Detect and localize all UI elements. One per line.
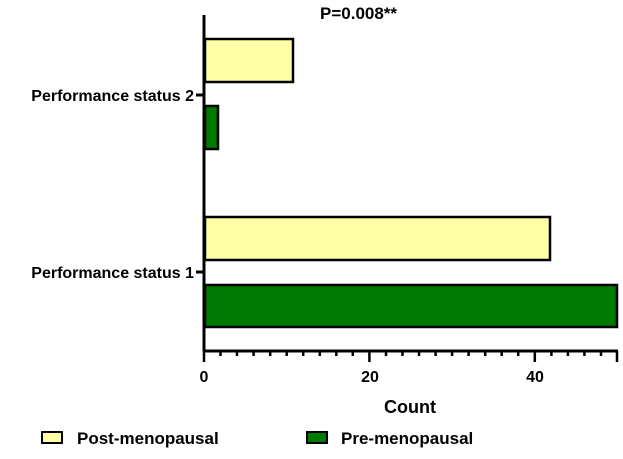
bar-post-ps2 [203, 37, 295, 84]
p-value-annotation: P=0.008** [320, 4, 397, 23]
legend-label-post: Post-menopausal [77, 429, 219, 448]
x-tick-label-20: 20 [361, 369, 379, 386]
bar-post-ps1 [203, 215, 552, 262]
y-label-ps1: Performance status 1 [31, 265, 194, 282]
legend-swatch-pre [306, 431, 328, 444]
x-axis-title: Count [384, 397, 436, 417]
bars [203, 37, 619, 329]
bar-pre-ps2 [203, 104, 220, 151]
bar-pre-ps1 [203, 283, 619, 329]
x-tick-label-0: 0 [200, 369, 209, 386]
legend: Post-menopausal Pre-menopausal [41, 429, 473, 448]
legend-swatch-post [41, 431, 63, 444]
legend-label-pre: Pre-menopausal [341, 429, 473, 448]
x-ticks [202, 351, 619, 362]
x-tick-label-40: 40 [526, 369, 544, 386]
y-label-ps2: Performance status 2 [31, 88, 194, 105]
